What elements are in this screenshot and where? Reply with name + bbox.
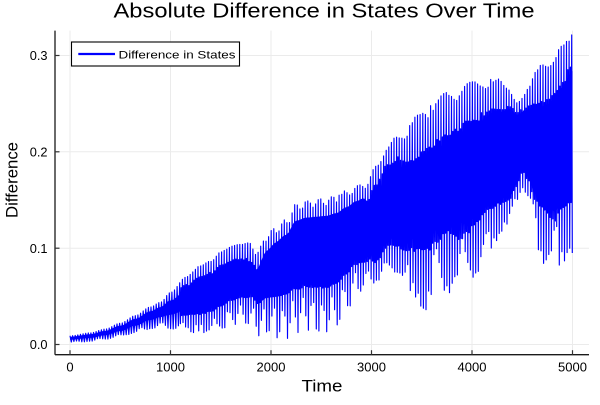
svg-text:3000: 3000 <box>357 360 386 375</box>
svg-text:0.1: 0.1 <box>30 241 48 256</box>
svg-text:Absolute Difference in States: Absolute Difference in States Over Time <box>114 1 535 23</box>
svg-text:4000: 4000 <box>458 360 487 375</box>
svg-text:Difference in States: Difference in States <box>119 50 236 62</box>
svg-text:0.2: 0.2 <box>30 144 48 159</box>
svg-text:0: 0 <box>66 360 73 375</box>
svg-text:Difference: Difference <box>4 142 22 218</box>
svg-text:0.3: 0.3 <box>30 48 48 63</box>
svg-text:5000: 5000 <box>558 360 587 375</box>
svg-text:Time: Time <box>302 376 343 395</box>
svg-text:0.0: 0.0 <box>30 337 48 352</box>
svg-text:2000: 2000 <box>257 360 286 375</box>
svg-text:1000: 1000 <box>156 360 185 375</box>
